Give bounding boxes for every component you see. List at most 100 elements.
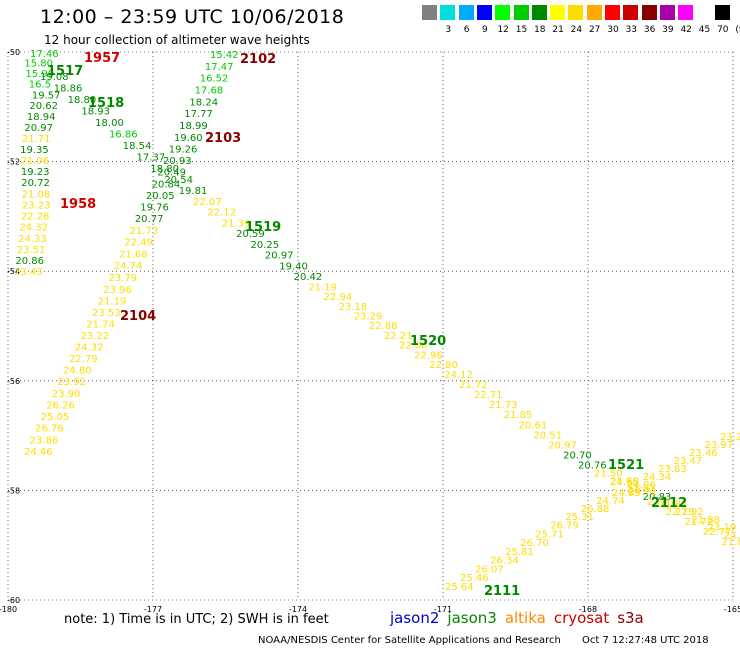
wave-height-label: 26.34 bbox=[490, 556, 519, 567]
map-grid bbox=[7, 51, 734, 601]
wave-height-label: 24.46 bbox=[24, 447, 53, 458]
wave-height-label: 21.82 bbox=[659, 499, 688, 510]
wave-height-label: 21.50 bbox=[594, 469, 623, 480]
wave-height-label: 25.46 bbox=[460, 573, 489, 584]
wave-height-label: 22.12 bbox=[207, 208, 236, 219]
wave-height-label: 21.82 bbox=[626, 484, 655, 495]
wave-height-label: 18.00 bbox=[95, 118, 124, 129]
lat-tick-label: -50 bbox=[7, 48, 20, 57]
wave-height-label: 18.94 bbox=[27, 112, 56, 123]
lat-tick-label: -60 bbox=[7, 596, 20, 605]
pass-time-label: 2104 bbox=[120, 309, 156, 324]
pass-time-labels: 1957 2102 1517 1518 2103 1958 1519 2104 1520 1521… bbox=[47, 51, 687, 599]
wave-height-label: 22.29 bbox=[666, 507, 695, 518]
page-title: 12:00 – 23:59 UTC 10/06/2018 bbox=[40, 6, 345, 28]
legend-swatch bbox=[659, 5, 675, 20]
wave-height-label: 23.19 bbox=[708, 523, 737, 534]
wave-height-label: 21.72 bbox=[459, 380, 488, 391]
wave-height-label: 21.74 bbox=[86, 320, 115, 331]
lat-tick-label: -52 bbox=[7, 158, 20, 167]
wave-height-label: 26.88 bbox=[581, 504, 610, 515]
wave-height-label: 20.93 bbox=[163, 156, 192, 167]
lon-tick-label: -171 bbox=[434, 605, 452, 614]
wave-height-label: 23.77 bbox=[647, 497, 676, 508]
pass-time-label: 2111 bbox=[484, 584, 520, 599]
wave-height-label: 18.54 bbox=[123, 141, 152, 152]
pass-time-label: 2103 bbox=[205, 131, 241, 146]
wave-height-label: 20.97 bbox=[24, 123, 53, 134]
wave-height-label: 19.23 bbox=[21, 167, 50, 178]
wave-height-label: 20.62 bbox=[29, 101, 58, 112]
wave-height-label: 20.42 bbox=[294, 272, 323, 283]
wave-height-label: 19.60 bbox=[174, 133, 203, 144]
wave-height-label: 21.85 bbox=[504, 410, 533, 421]
legend-unit: (ft) bbox=[735, 25, 740, 35]
axis-ticks: -180 -177 -174 -171 -168 -165 -50 -52 -54 -56 -58 -… bbox=[0, 48, 740, 614]
satellite-legend: jason2 jason3 altika cryosat s3a bbox=[390, 609, 652, 627]
wave-height-label: 22.88 bbox=[369, 321, 398, 332]
wave-height-label: 18.99 bbox=[179, 121, 208, 132]
wave-height-label: 19.81 bbox=[179, 186, 208, 197]
legend-swatch bbox=[586, 5, 602, 20]
altimeter-tracks: 17.4615.8015.9016.519.5720.6218.9420.972… bbox=[14, 49, 740, 593]
wave-height-label: 22.28 bbox=[21, 212, 50, 223]
wave-height-label: 22.94 bbox=[323, 292, 352, 303]
wave-height-label: 23.83 bbox=[658, 464, 687, 475]
legend-label: 21 bbox=[552, 25, 564, 35]
wave-height-label: 21.68 bbox=[610, 476, 639, 487]
satellite-jason2: jason2 bbox=[390, 609, 440, 627]
wave-height-label: 20.25 bbox=[251, 240, 280, 251]
wave-height-label: 20.83 bbox=[643, 492, 672, 503]
wave-height-label: 17.47 bbox=[205, 62, 234, 73]
legend-label: 39 bbox=[662, 25, 674, 35]
wave-height-label: 19.76 bbox=[140, 202, 169, 213]
wave-height-label: 23.18 bbox=[339, 302, 368, 313]
wave-height-label: 24.74 bbox=[596, 496, 625, 507]
wave-height-label: 20.76 bbox=[578, 461, 607, 472]
wave-height-label: 22.21 bbox=[384, 331, 413, 342]
wave-height-label: 20.54 bbox=[164, 175, 193, 186]
wave-height-label: 21.06 bbox=[20, 156, 49, 167]
legend-swatch bbox=[605, 5, 620, 20]
lon-tick-label: -174 bbox=[289, 605, 307, 614]
wave-height-label: 19.57 bbox=[32, 90, 61, 101]
wave-height-label: 20.86 bbox=[15, 256, 44, 267]
wave-height-label: 24.75 bbox=[610, 477, 639, 488]
pass-time-label: 1957 bbox=[84, 51, 120, 66]
wave-height-label: 23.23 bbox=[720, 432, 740, 443]
wave-height-label: 22.77 bbox=[703, 527, 732, 538]
legend-label: 33 bbox=[625, 25, 638, 35]
wave-height-label: 20.51 bbox=[533, 430, 562, 441]
wave-height-label: 22.07 bbox=[193, 197, 222, 208]
legend-label: 3 bbox=[445, 25, 452, 35]
wave-height-label: 22.08 bbox=[399, 341, 428, 352]
satellite-cryosat: cryosat bbox=[553, 609, 610, 627]
wave-height-label: 18.93 bbox=[81, 106, 110, 117]
legend-label: 24 bbox=[570, 25, 583, 35]
legend-swatch bbox=[458, 5, 474, 20]
pass-time-label: 1517 bbox=[47, 64, 83, 79]
wave-height-label: 18.80 bbox=[150, 164, 179, 175]
wave-height-label: 23.92 bbox=[57, 377, 86, 388]
pass-time-label: 1521 bbox=[608, 458, 644, 473]
pass-time-label: 1958 bbox=[60, 197, 96, 212]
legend-swatch bbox=[714, 5, 730, 20]
wave-height-label: 23.53 bbox=[92, 308, 121, 319]
wave-height-label: 22.96 bbox=[414, 350, 443, 361]
legend-swatch bbox=[641, 5, 657, 20]
wave-height-label: 21.73 bbox=[130, 226, 159, 237]
legend-label: 12 bbox=[497, 25, 509, 35]
lon-tick-label: -177 bbox=[144, 605, 162, 614]
wave-height-label: 19.40 bbox=[279, 261, 308, 272]
legend-label: 36 bbox=[643, 25, 656, 35]
satellite-altika: altika bbox=[504, 609, 546, 627]
wave-height-label: 24.85 bbox=[612, 488, 641, 499]
wave-height-label: 23.43 bbox=[14, 267, 43, 278]
wave-height-label: 23.22 bbox=[80, 331, 109, 342]
wave-height-label: 20.72 bbox=[21, 178, 50, 189]
legend-label: 9 bbox=[482, 25, 488, 35]
wave-height-label: 23.51 bbox=[17, 245, 46, 256]
pass-time-label: 1519 bbox=[245, 220, 281, 235]
lon-tick-label: -168 bbox=[579, 605, 597, 614]
wave-height-label: 19.35 bbox=[20, 145, 49, 156]
